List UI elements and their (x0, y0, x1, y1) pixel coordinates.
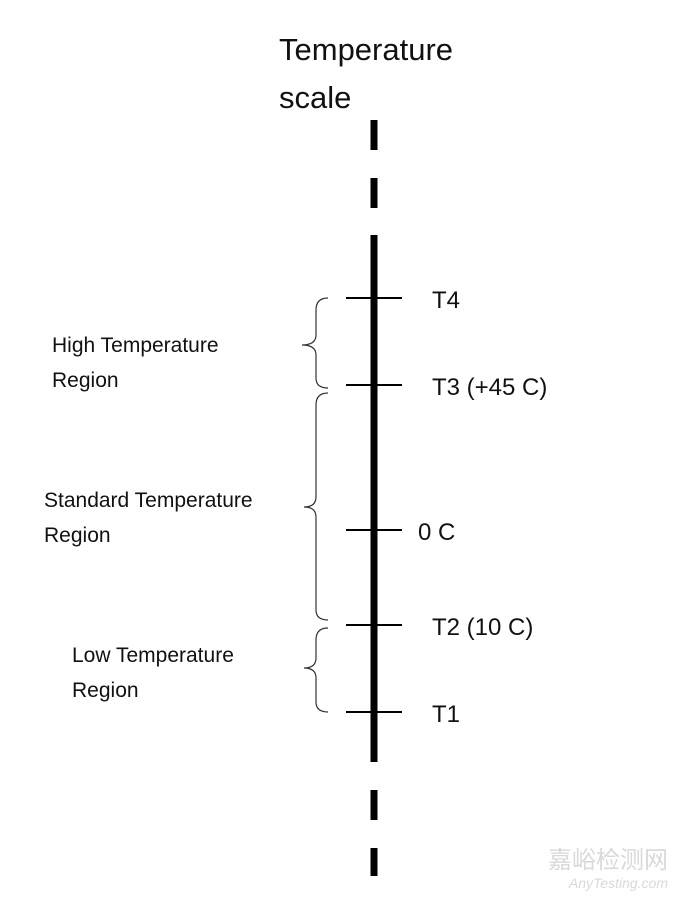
region-label: Region (72, 679, 139, 702)
braces (301, 297, 329, 713)
ticks (346, 297, 402, 713)
region-label: High Temperature (52, 334, 219, 357)
watermark: AnyTesting.com (568, 875, 668, 891)
region-label: Standard Temperature (44, 489, 253, 512)
title-line: Temperature (279, 32, 453, 67)
region-label: Region (52, 369, 119, 392)
scale-label: T2 (10 C) (432, 614, 533, 641)
watermark: 嘉峪检测网 (548, 847, 668, 874)
scale-label: T4 (432, 287, 460, 314)
region-label: Low Temperature (72, 644, 234, 667)
scale-label: T3 (+45 C) (432, 374, 547, 401)
region-label: Region (44, 524, 111, 547)
title-line: scale (279, 80, 351, 115)
scale-label: 0 C (418, 519, 455, 546)
scale-label: T1 (432, 701, 460, 728)
